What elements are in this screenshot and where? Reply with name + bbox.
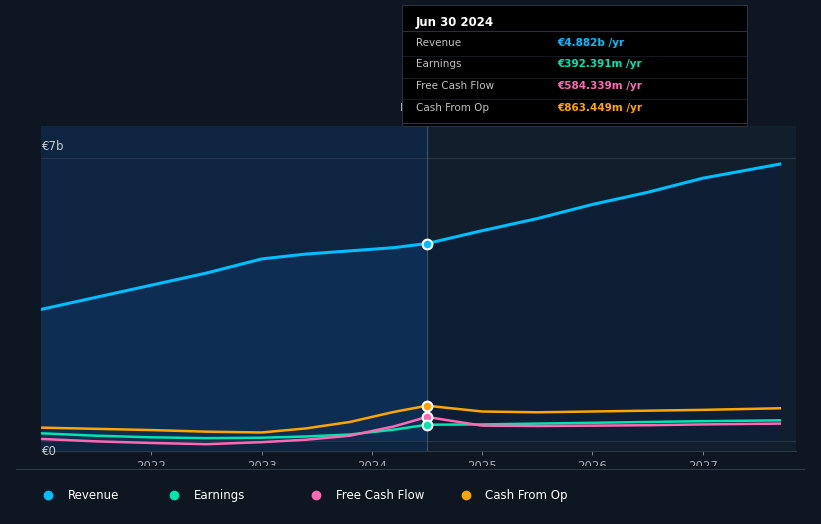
Text: Jun 30 2024: Jun 30 2024 [416,16,494,29]
Text: Revenue: Revenue [416,38,461,48]
Bar [427,126,796,451]
Text: Earnings: Earnings [416,59,461,69]
Text: Past: Past [400,103,423,113]
Text: €7b: €7b [42,140,64,153]
Text: Analysts Forecasts: Analysts Forecasts [431,103,534,113]
Text: Earnings: Earnings [194,489,245,501]
Text: €392.391m /yr: €392.391m /yr [557,59,642,69]
Text: Cash From Op: Cash From Op [485,489,568,501]
Text: €0: €0 [42,445,57,458]
Text: €863.449m /yr: €863.449m /yr [557,103,643,113]
Text: Revenue: Revenue [67,489,119,501]
Text: Free Cash Flow: Free Cash Flow [416,81,494,91]
Bar [41,126,427,451]
Text: €4.882b /yr: €4.882b /yr [557,38,625,48]
Text: Free Cash Flow: Free Cash Flow [336,489,424,501]
Text: Cash From Op: Cash From Op [416,103,489,113]
Text: €584.339m /yr: €584.339m /yr [557,81,642,91]
